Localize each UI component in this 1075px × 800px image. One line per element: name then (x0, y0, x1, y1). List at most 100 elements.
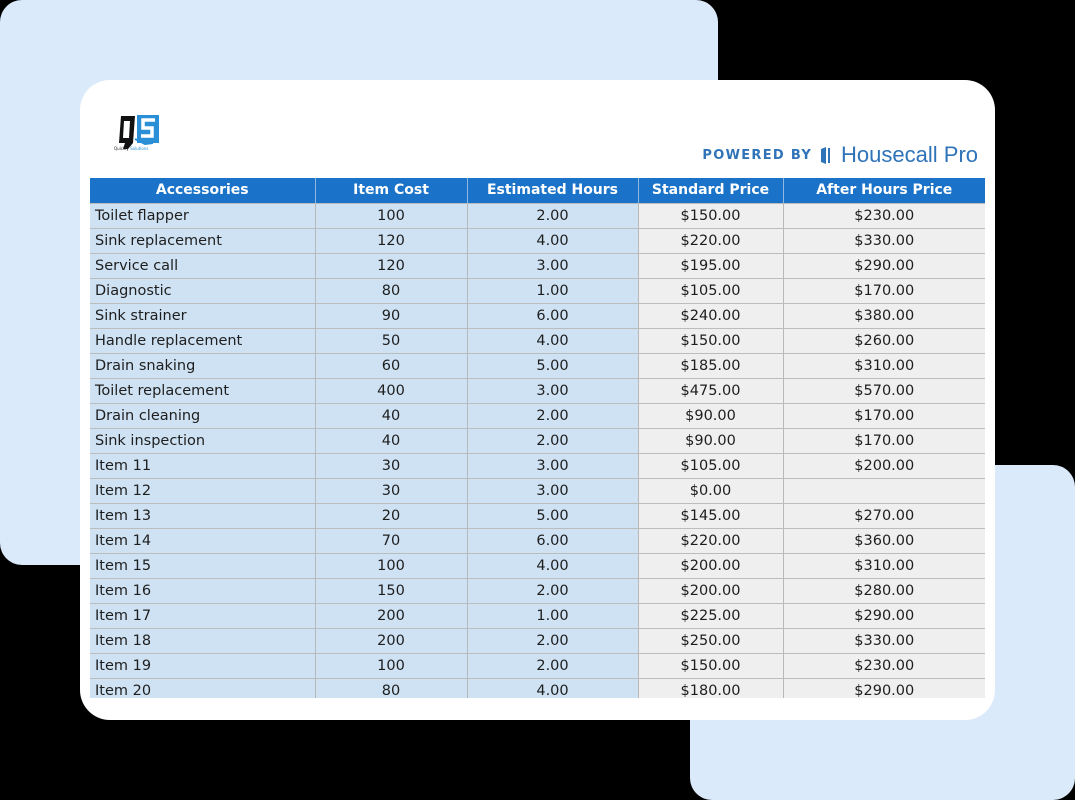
cell-item-cost[interactable]: 60 (315, 353, 468, 379)
cell-accessory[interactable]: Toilet flapper (90, 203, 316, 229)
cell-after-hours-price[interactable]: $290.00 (783, 678, 985, 698)
cell-standard-price[interactable]: $180.00 (638, 678, 784, 698)
cell-after-hours-price[interactable]: $290.00 (783, 603, 985, 629)
cell-after-hours-price[interactable]: $170.00 (783, 403, 985, 429)
cell-item-cost[interactable]: 90 (315, 303, 468, 329)
cell-item-cost[interactable]: 150 (315, 578, 468, 604)
cell-estimated-hours[interactable]: 2.00 (467, 578, 639, 604)
cell-standard-price[interactable]: $90.00 (638, 403, 784, 429)
cell-item-cost[interactable]: 80 (315, 678, 468, 698)
cell-item-cost[interactable]: 400 (315, 378, 468, 404)
cell-after-hours-price[interactable]: $310.00 (783, 353, 985, 379)
cell-accessory[interactable]: Item 11 (90, 453, 316, 479)
cell-estimated-hours[interactable]: 4.00 (467, 553, 639, 579)
cell-after-hours-price[interactable]: $230.00 (783, 203, 985, 229)
cell-accessory[interactable]: Item 13 (90, 503, 316, 529)
cell-item-cost[interactable]: 40 (315, 403, 468, 429)
cell-estimated-hours[interactable]: 2.00 (467, 403, 639, 429)
cell-accessory[interactable]: Service call (90, 253, 316, 279)
cell-item-cost[interactable]: 100 (315, 553, 468, 579)
cell-standard-price[interactable]: $200.00 (638, 578, 784, 604)
cell-after-hours-price[interactable] (783, 478, 985, 504)
column-header-item-cost[interactable]: Item Cost (315, 178, 468, 204)
cell-standard-price[interactable]: $200.00 (638, 553, 784, 579)
cell-accessory[interactable]: Item 16 (90, 578, 316, 604)
cell-item-cost[interactable]: 200 (315, 603, 468, 629)
cell-standard-price[interactable]: $185.00 (638, 353, 784, 379)
cell-item-cost[interactable]: 120 (315, 228, 468, 254)
cell-estimated-hours[interactable]: 2.00 (467, 428, 639, 454)
cell-estimated-hours[interactable]: 3.00 (467, 478, 639, 504)
cell-standard-price[interactable]: $220.00 (638, 228, 784, 254)
cell-standard-price[interactable]: $150.00 (638, 653, 784, 679)
cell-estimated-hours[interactable]: 5.00 (467, 353, 639, 379)
cell-after-hours-price[interactable]: $230.00 (783, 653, 985, 679)
cell-estimated-hours[interactable]: 3.00 (467, 378, 639, 404)
cell-item-cost[interactable]: 30 (315, 453, 468, 479)
column-header-accessories[interactable]: Accessories (90, 178, 316, 204)
cell-accessory[interactable]: Item 12 (90, 478, 316, 504)
cell-after-hours-price[interactable]: $290.00 (783, 253, 985, 279)
column-header-estimated-hours[interactable]: Estimated Hours (467, 178, 639, 204)
cell-accessory[interactable]: Item 17 (90, 603, 316, 629)
cell-standard-price[interactable]: $150.00 (638, 328, 784, 354)
cell-standard-price[interactable]: $225.00 (638, 603, 784, 629)
column-header-standard-price[interactable]: Standard Price (638, 178, 784, 204)
column-header-after-hours-price[interactable]: After Hours Price (783, 178, 985, 204)
cell-accessory[interactable]: Item 20 (90, 678, 316, 698)
cell-item-cost[interactable]: 100 (315, 203, 468, 229)
cell-estimated-hours[interactable]: 2.00 (467, 653, 639, 679)
cell-standard-price[interactable]: $195.00 (638, 253, 784, 279)
cell-item-cost[interactable]: 30 (315, 478, 468, 504)
cell-accessory[interactable]: Sink inspection (90, 428, 316, 454)
cell-item-cost[interactable]: 40 (315, 428, 468, 454)
cell-standard-price[interactable]: $240.00 (638, 303, 784, 329)
cell-estimated-hours[interactable]: 6.00 (467, 303, 639, 329)
cell-accessory[interactable]: Item 18 (90, 628, 316, 654)
cell-accessory[interactable]: Item 19 (90, 653, 316, 679)
cell-accessory[interactable]: Drain cleaning (90, 403, 316, 429)
cell-standard-price[interactable]: $0.00 (638, 478, 784, 504)
cell-item-cost[interactable]: 120 (315, 253, 468, 279)
cell-after-hours-price[interactable]: $270.00 (783, 503, 985, 529)
cell-estimated-hours[interactable]: 2.00 (467, 628, 639, 654)
cell-estimated-hours[interactable]: 2.00 (467, 203, 639, 229)
cell-after-hours-price[interactable]: $260.00 (783, 328, 985, 354)
cell-after-hours-price[interactable]: $380.00 (783, 303, 985, 329)
cell-estimated-hours[interactable]: 5.00 (467, 503, 639, 529)
cell-accessory[interactable]: Toilet replacement (90, 378, 316, 404)
cell-standard-price[interactable]: $250.00 (638, 628, 784, 654)
cell-after-hours-price[interactable]: $170.00 (783, 278, 985, 304)
cell-after-hours-price[interactable]: $310.00 (783, 553, 985, 579)
cell-accessory[interactable]: Sink replacement (90, 228, 316, 254)
cell-standard-price[interactable]: $475.00 (638, 378, 784, 404)
cell-standard-price[interactable]: $90.00 (638, 428, 784, 454)
cell-item-cost[interactable]: 50 (315, 328, 468, 354)
cell-accessory[interactable]: Sink strainer (90, 303, 316, 329)
cell-estimated-hours[interactable]: 1.00 (467, 278, 639, 304)
cell-after-hours-price[interactable]: $170.00 (783, 428, 985, 454)
cell-item-cost[interactable]: 80 (315, 278, 468, 304)
cell-accessory[interactable]: Diagnostic (90, 278, 316, 304)
cell-estimated-hours[interactable]: 4.00 (467, 678, 639, 698)
cell-estimated-hours[interactable]: 3.00 (467, 453, 639, 479)
cell-estimated-hours[interactable]: 4.00 (467, 228, 639, 254)
cell-estimated-hours[interactable]: 1.00 (467, 603, 639, 629)
cell-after-hours-price[interactable]: $360.00 (783, 528, 985, 554)
cell-after-hours-price[interactable]: $330.00 (783, 628, 985, 654)
cell-accessory[interactable]: Item 14 (90, 528, 316, 554)
cell-after-hours-price[interactable]: $330.00 (783, 228, 985, 254)
cell-standard-price[interactable]: $220.00 (638, 528, 784, 554)
cell-accessory[interactable]: Drain snaking (90, 353, 316, 379)
cell-standard-price[interactable]: $105.00 (638, 453, 784, 479)
cell-accessory[interactable]: Handle replacement (90, 328, 316, 354)
cell-item-cost[interactable]: 100 (315, 653, 468, 679)
cell-item-cost[interactable]: 200 (315, 628, 468, 654)
cell-after-hours-price[interactable]: $200.00 (783, 453, 985, 479)
cell-accessory[interactable]: Item 15 (90, 553, 316, 579)
cell-standard-price[interactable]: $105.00 (638, 278, 784, 304)
cell-estimated-hours[interactable]: 4.00 (467, 328, 639, 354)
cell-item-cost[interactable]: 20 (315, 503, 468, 529)
cell-item-cost[interactable]: 70 (315, 528, 468, 554)
cell-after-hours-price[interactable]: $280.00 (783, 578, 985, 604)
